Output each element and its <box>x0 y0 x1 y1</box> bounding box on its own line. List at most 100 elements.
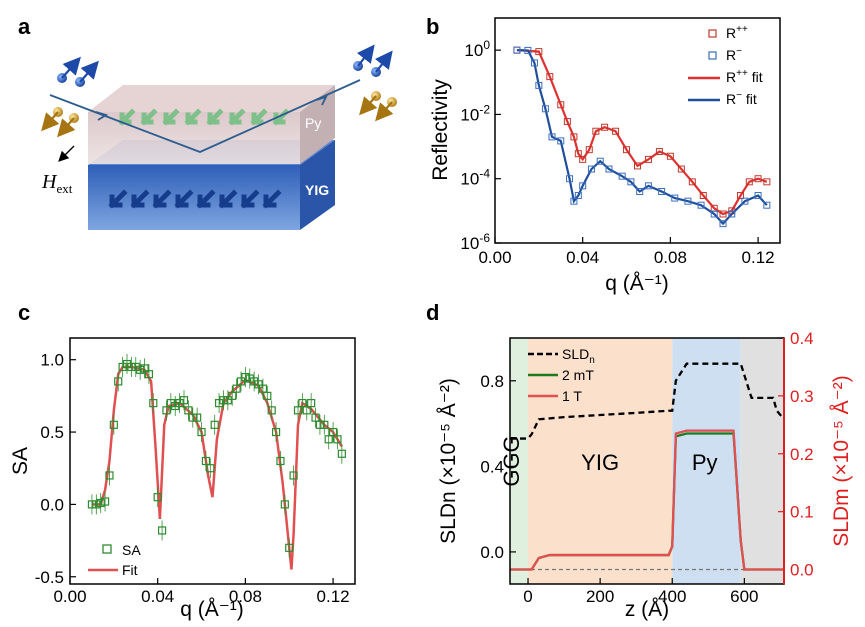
panel-c-xtick-label: 0.04 <box>141 587 174 606</box>
panel-d-region <box>528 338 673 584</box>
panel-d-ytick-right-label: 0.3 <box>790 387 814 406</box>
panel-c-point <box>254 380 263 389</box>
panel-c-point <box>289 471 298 480</box>
panel-b-point-Rm <box>763 201 771 209</box>
panel-b-ytick-label: 100 <box>464 38 490 60</box>
panel-c-point <box>293 406 303 415</box>
panel-d-ytick-label: 0.8 <box>480 372 504 391</box>
panel-d-line-1-t <box>510 429 784 571</box>
py-arrow <box>250 108 268 126</box>
panel-c-point <box>149 399 158 408</box>
py-layer-label: Py <box>305 115 321 131</box>
panel-c-point <box>210 420 219 429</box>
panel-b-point-Rm <box>710 210 718 218</box>
panel-d-legend-label: SLDn <box>562 346 595 366</box>
panel-b-xtick-label: 0.08 <box>654 248 687 267</box>
panel-d-region <box>672 338 741 584</box>
panel-c-point <box>197 427 206 437</box>
beam-direction-arrow-in <box>95 111 109 121</box>
panel-c-point <box>140 364 149 373</box>
panel-c-point <box>96 498 105 508</box>
panel-b-point-Rm <box>548 133 556 141</box>
panel-c-point <box>193 413 202 422</box>
panel-c-point <box>245 374 254 383</box>
py-magnetization-arrows <box>118 108 290 126</box>
panel-d-ytick-label: 0.0 <box>480 543 504 562</box>
panel-c-fit-line <box>91 365 343 570</box>
panel-b-point-Rpp <box>745 178 753 186</box>
panel-b-point-Rpp <box>601 123 609 131</box>
panel-c-legend-marker <box>102 544 112 554</box>
panel-b-point-Rpp <box>563 118 571 126</box>
panel-b-legend-label: R++ fit <box>726 68 763 85</box>
panel-b-frame <box>494 17 781 244</box>
panel-c-point <box>298 399 307 408</box>
panel-b-data <box>513 46 771 228</box>
panel-b-point-Rpp <box>585 146 593 154</box>
panel-b-xlabel: q (Å⁻¹) <box>605 272 669 295</box>
panel-b-legend-marker <box>708 29 717 38</box>
py-arrow <box>118 108 136 126</box>
panel-b-point-Rm <box>530 59 538 67</box>
panel-c-point <box>171 401 180 411</box>
panel-b-point-Rm <box>587 165 595 173</box>
panel-b-point-Rpp <box>574 150 582 158</box>
panel-c-point <box>188 413 197 422</box>
panel-d-sld-profile: d GGG YIG Py 0 200 400 6000.00.40.80.00.10.20… <box>426 300 853 621</box>
panel-c-point <box>206 464 215 473</box>
panel-b-point-Rpp <box>666 152 674 160</box>
panel-b-point-Rm <box>719 220 727 228</box>
panel-d-ytick-label: 0.4 <box>480 457 504 476</box>
panel-c-point <box>324 435 333 444</box>
panel-b-point-Rpp <box>644 155 652 163</box>
panel-c-point <box>184 406 193 415</box>
panel-b-point-Rm <box>566 175 574 183</box>
panel-c-point <box>263 391 272 400</box>
panel-b-point-Rm <box>513 46 521 54</box>
panel-c-point <box>118 362 127 372</box>
panel-b-point-Rpp <box>763 178 771 186</box>
panel-b-point-Rm <box>618 172 626 180</box>
panel-c-point <box>315 420 325 429</box>
panel-c-ticks: 0.00 0.04 0.08 0.12 -0.5 0.0 0.5 1.0 <box>35 351 350 606</box>
py-side-face <box>300 85 335 164</box>
panel-c-xtick-label: 0.08 <box>229 587 262 606</box>
panel-b-ytick-label: 10-2 <box>460 102 490 124</box>
yig-arrow <box>218 189 238 209</box>
panel-b-point-Rm <box>570 197 578 205</box>
panel-b-point-Rpp <box>623 146 631 154</box>
panel-d-ytick-right-label: 0.2 <box>790 445 814 464</box>
panel-d-region-label-yig: YIG <box>581 450 619 475</box>
yig-arrow <box>152 189 172 209</box>
panel-c-point <box>214 399 224 408</box>
panel-c-spin-asymmetry: c 0.00 0.04 0.08 0.12 -0.5 0.0 0.5 1.0 SA Fit q … <box>9 300 356 621</box>
py-arrow <box>206 108 224 126</box>
panel-c-point <box>144 370 154 379</box>
panel-c-xtick-label: 0.00 <box>53 587 86 606</box>
panel-b-legend-label: R++ <box>726 24 748 41</box>
panel-d-data <box>510 362 785 571</box>
panel-c-point <box>87 500 97 509</box>
panel-c-point <box>328 427 338 437</box>
panel-c-ytick-label: 0.0 <box>40 495 64 514</box>
panel-b-point-Rm <box>636 188 644 196</box>
panel-d-xtick-label: 400 <box>658 587 686 606</box>
panel-c-legend-label-fit: Fit <box>122 562 138 578</box>
panel-b-point-Rpp <box>546 73 554 81</box>
panel-d-ylabel: SLDn (×10⁻⁵ Å⁻²) <box>437 378 460 544</box>
beam-direction-arrow-out <box>315 95 328 106</box>
panel-d-xtick-label: 0 <box>523 587 532 606</box>
panel-b-point-Rpp <box>634 162 641 170</box>
panel-d-legend-label: 2 mT <box>562 367 594 383</box>
panel-c-point <box>153 493 162 502</box>
panel-d-xlabel: z (Å) <box>625 598 669 621</box>
panel-b-legend-marker <box>708 51 717 60</box>
panel-c-ylabel: SA <box>9 447 32 475</box>
panel-b-xtick-label: 0.12 <box>742 248 775 267</box>
panel-c-point <box>307 399 316 408</box>
yig-magnetization-arrows <box>108 189 282 209</box>
panel-c-point <box>241 372 250 382</box>
